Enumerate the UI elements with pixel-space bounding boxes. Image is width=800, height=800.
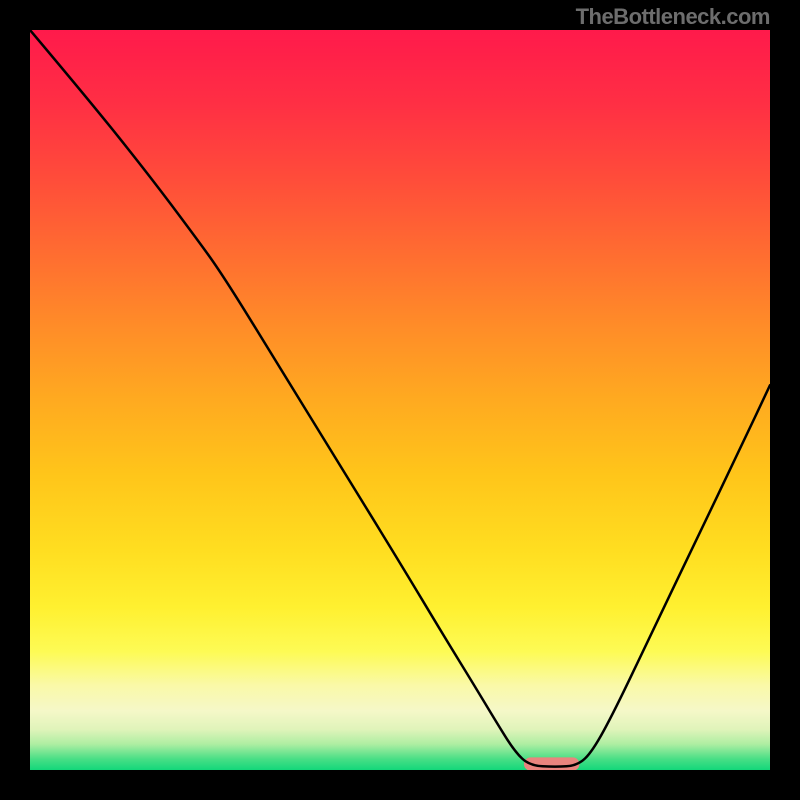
- gradient-background: [30, 30, 770, 770]
- plot-area: [30, 30, 770, 770]
- watermark-text: TheBottleneck.com: [576, 4, 770, 30]
- chart-svg: [30, 30, 770, 770]
- chart-frame: TheBottleneck.com: [0, 0, 800, 800]
